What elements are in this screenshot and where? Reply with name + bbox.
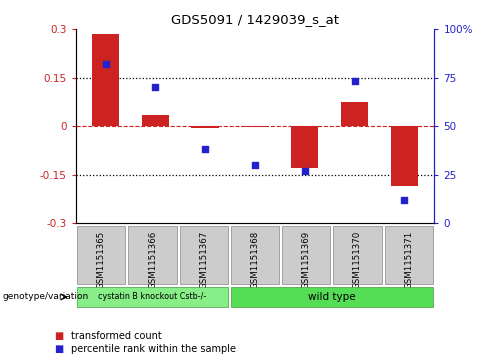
Bar [341,102,368,126]
Bar [231,226,279,284]
Bar [77,226,125,284]
Text: GSM1151370: GSM1151370 [353,231,362,289]
Bar [241,126,269,127]
Bar [180,226,228,284]
Text: GSM1151365: GSM1151365 [97,231,106,289]
Text: ■: ■ [54,331,63,341]
Text: GSM1151367: GSM1151367 [199,231,208,289]
Bar [92,34,119,126]
Point [151,84,159,90]
Bar [333,226,382,284]
Text: ■: ■ [54,344,63,354]
Text: percentile rank within the sample: percentile rank within the sample [71,344,236,354]
Text: GSM1151368: GSM1151368 [250,231,260,289]
Point [301,168,309,174]
Text: transformed count: transformed count [71,331,162,341]
Bar [142,115,169,126]
Bar [128,226,177,284]
Point [201,147,209,152]
Text: wild type: wild type [308,292,356,302]
Point [401,197,408,203]
Bar [231,287,433,307]
Text: GSM1151366: GSM1151366 [148,231,157,289]
Point [102,61,109,67]
Bar [282,226,330,284]
Title: GDS5091 / 1429039_s_at: GDS5091 / 1429039_s_at [171,13,339,26]
Bar [77,287,228,307]
Point [251,162,259,168]
Text: GSM1151369: GSM1151369 [302,231,311,289]
Text: genotype/variation: genotype/variation [2,293,89,301]
Text: GSM1151371: GSM1151371 [404,231,413,289]
Point [351,78,359,84]
Bar [191,126,219,128]
Text: cystatin B knockout Cstb-/-: cystatin B knockout Cstb-/- [99,293,206,301]
Bar [291,126,319,168]
Bar [385,226,433,284]
Bar [391,126,418,186]
